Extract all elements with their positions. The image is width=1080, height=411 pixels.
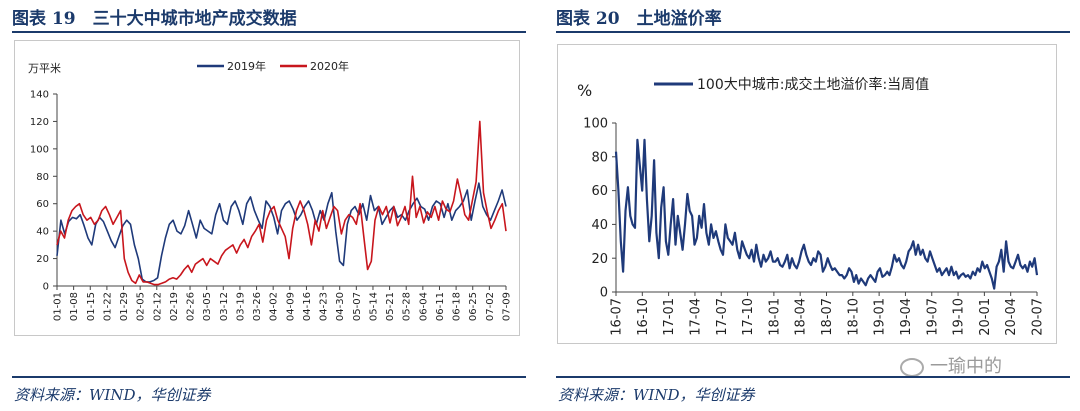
left-panel-title: 图表 19 三十大中城市地产成交数据 xyxy=(12,9,297,29)
series-line-1 xyxy=(614,138,1039,290)
x-tick-label: 18-10 xyxy=(846,298,861,336)
x-tick-label: 01-22 xyxy=(102,292,113,321)
x-tick-label: 01-15 xyxy=(86,292,97,321)
x-tick-label: 20-01 xyxy=(978,298,993,336)
y-tick-label: 120 xyxy=(30,117,49,128)
x-tick-label: 17-04 xyxy=(688,298,703,336)
right-source-note: 资料来源：WIND，华创证券 xyxy=(558,386,755,404)
x-tick-label: 19-01 xyxy=(873,298,888,336)
y-tick-label: 80 xyxy=(36,172,49,183)
legend-premium-label: 100大中城市:成交土地溢价率:当周值 xyxy=(697,76,929,93)
left-chart-axes: 0 20 40 60 80 100 120 140 01-01 01-08 01-15 01-22 01… xyxy=(30,90,513,322)
x-tick-label: 17-10 xyxy=(741,298,756,336)
y-tick-label: 100 xyxy=(583,117,608,132)
x-tick-label: 16-10 xyxy=(636,298,651,336)
x-tick-label: 18-04 xyxy=(794,298,809,336)
left-source-note: 资料来源：WIND，华创证券 xyxy=(14,386,211,404)
x-tick-label: 05-21 xyxy=(385,292,396,321)
x-tick-label: 05-14 xyxy=(368,292,379,321)
right-chart-axes: 0 20 40 60 80 100 16-07 16-10 17-01 17-04 17-07 17-… xyxy=(583,117,1045,336)
x-tick-label: 01-29 xyxy=(119,292,130,321)
watermark-text: 一瑜中的 xyxy=(930,356,1002,377)
x-tick-label: 06-11 xyxy=(435,292,446,321)
y-tick-label: 40 xyxy=(591,218,608,233)
left-chart-series xyxy=(56,120,507,286)
x-tick-label: 19-10 xyxy=(952,298,967,336)
x-tick-label: 04-30 xyxy=(335,292,346,321)
x-tick-label: 07-02 xyxy=(485,292,496,321)
x-tick-label: 20-04 xyxy=(1004,298,1019,336)
x-tick-label: 01-01 xyxy=(53,292,64,321)
y-tick-label: 80 xyxy=(591,150,608,165)
series-line-2 xyxy=(56,120,507,286)
x-tick-label: 04-23 xyxy=(319,292,330,321)
right-footer-rule xyxy=(556,376,1070,378)
x-tick-label: 07-09 xyxy=(502,292,513,321)
x-tick-label: 16-07 xyxy=(610,298,625,336)
left-footer-rule xyxy=(12,376,526,378)
x-tick-label: 02-05 xyxy=(136,292,147,321)
y-tick-label: 60 xyxy=(591,184,608,199)
left-title-rule xyxy=(12,31,526,33)
x-tick-label: 19-07 xyxy=(925,298,940,336)
x-tick-label: 04-16 xyxy=(302,292,313,321)
y-tick-label: 60 xyxy=(36,199,49,210)
x-tick-label: 04-02 xyxy=(269,292,280,321)
x-tick-label: 17-07 xyxy=(715,298,730,336)
x-tick-label: 18-01 xyxy=(767,298,782,336)
right-chart-legend: 100大中城市:成交土地溢价率:当周值 xyxy=(654,76,929,93)
x-tick-label: 03-05 xyxy=(202,292,213,321)
left-chart-legend: 2019年 2020年 xyxy=(197,59,349,73)
right-chart: % 100大中城市:成交土地溢价率:当周值 0 20 40 60 80 100 16-07 1… xyxy=(557,44,1057,344)
wechat-icon xyxy=(900,357,924,377)
right-chart-frame xyxy=(557,44,1057,344)
x-tick-label: 06-25 xyxy=(468,292,479,321)
x-tick-label: 03-12 xyxy=(219,292,230,321)
y-tick-label: 140 xyxy=(30,90,49,101)
x-tick-label: 20-07 xyxy=(1031,298,1046,336)
y-tick-label: 20 xyxy=(591,252,608,267)
x-tick-label: 02-19 xyxy=(169,292,180,321)
x-tick-label: 19-04 xyxy=(899,298,914,336)
x-tick-label: 17-01 xyxy=(662,298,677,336)
right-panel-title: 图表 20 土地溢价率 xyxy=(556,9,722,29)
x-tick-label: 03-19 xyxy=(235,292,246,321)
right-chart-ylabel: % xyxy=(577,81,592,100)
legend-2019-label: 2019年 xyxy=(227,59,266,73)
x-tick-label: 01-08 xyxy=(69,292,80,321)
right-chart-series xyxy=(614,138,1039,290)
y-tick-label: 100 xyxy=(30,144,49,155)
y-tick-label: 0 xyxy=(43,282,49,293)
y-tick-label: 0 xyxy=(600,286,608,301)
left-chart-frame xyxy=(14,40,520,336)
y-tick-label: 40 xyxy=(36,227,49,238)
series-line-1 xyxy=(56,182,507,283)
x-tick-label: 02-12 xyxy=(152,292,163,321)
x-tick-label: 06-04 xyxy=(418,292,429,321)
left-chart-ylabel: 万平米 xyxy=(28,62,61,75)
x-tick-label: 04-09 xyxy=(285,292,296,321)
x-tick-label: 18-07 xyxy=(820,298,835,336)
x-tick-label: 02-26 xyxy=(186,292,197,321)
legend-2020-label: 2020年 xyxy=(310,59,349,73)
watermark: 一瑜中的 xyxy=(900,352,1002,378)
x-tick-label: 06-18 xyxy=(452,292,463,321)
y-tick-label: 20 xyxy=(36,254,49,265)
x-tick-label: 05-28 xyxy=(402,292,413,321)
x-tick-label: 03-26 xyxy=(252,292,263,321)
right-title-rule xyxy=(556,31,1070,33)
x-tick-label: 05-07 xyxy=(352,292,363,321)
